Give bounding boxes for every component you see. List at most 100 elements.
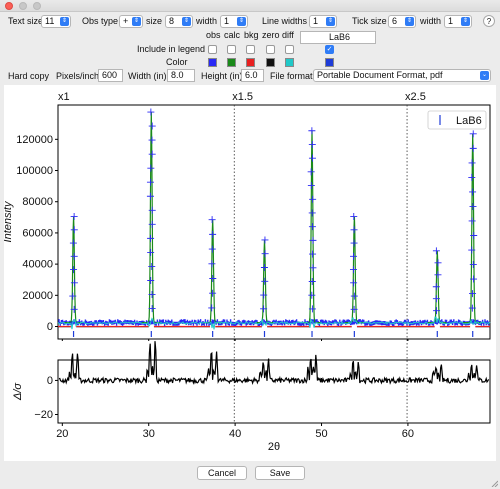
observed-point [209, 230, 217, 238]
observed-point [309, 264, 317, 272]
x-tick-label: 50 [315, 428, 327, 440]
observed-point [70, 279, 78, 287]
observed-point [308, 127, 316, 135]
close-window-button[interactable] [5, 2, 13, 10]
observed-point [469, 202, 477, 210]
diff-legend-checkbox[interactable] [285, 45, 294, 54]
hc-width-label: Width (in): [128, 71, 170, 81]
obs-width-stepper[interactable]: 1 ⇕ [220, 15, 248, 28]
observed-point [350, 226, 358, 234]
save-button[interactable]: Save [255, 466, 305, 480]
bkg-color-swatch[interactable] [246, 58, 255, 67]
stepper-arrows-icon: ⇕ [326, 17, 335, 26]
phase-legend-checkbox[interactable]: ✓ [325, 45, 334, 54]
hard-copy-label: Hard copy [8, 71, 50, 81]
hc-width-field[interactable]: 8.0 [167, 69, 195, 82]
observed-point [308, 305, 316, 313]
pixels-per-inch-field[interactable]: 600 [98, 69, 123, 82]
minimize-window-button[interactable] [19, 2, 27, 10]
observed-point [148, 136, 156, 144]
observed-point [469, 261, 477, 269]
text-size-stepper[interactable]: 11 ⇕ [41, 15, 71, 28]
observed-point [468, 159, 476, 167]
observed-point [147, 164, 155, 172]
calc-color-swatch[interactable] [227, 58, 236, 67]
observed-point [209, 289, 217, 297]
x-tick-label: 30 [143, 428, 155, 440]
diff-y-tick-label: −20 [34, 409, 53, 421]
stepper-arrows-icon: ⇕ [461, 17, 470, 26]
hc-height-field[interactable]: 6.0 [241, 69, 264, 82]
x-tick-label: 20 [56, 428, 68, 440]
col-obs-label: obs [206, 30, 221, 40]
observed-point [148, 150, 156, 158]
observed-point [309, 236, 317, 244]
plot-canvas: x1 x1.5 x2.5 0 20000 40000 60000 80000 100000 120… [2, 85, 496, 461]
zoom-window-button[interactable] [33, 2, 41, 10]
hc-height-label: Height (in): [201, 71, 246, 81]
observed-point [70, 266, 78, 274]
observed-point [469, 188, 477, 196]
tick-size-label: Tick size [352, 16, 387, 26]
peak-base-marker [148, 324, 155, 330]
bkg-legend-checkbox[interactable] [246, 45, 255, 54]
observed-point [260, 305, 268, 313]
difference-curve-cyan [57, 316, 491, 330]
line-widths-label: Line widths [262, 16, 308, 26]
zero-color-swatch[interactable] [266, 58, 275, 67]
help-icon[interactable]: ? [483, 15, 495, 27]
obs-legend-checkbox[interactable] [208, 45, 217, 54]
cancel-button[interactable]: Cancel [197, 466, 247, 480]
line-widths-stepper[interactable]: 1 ⇕ [309, 15, 337, 28]
observed-point [308, 140, 316, 148]
observed-point [350, 239, 358, 247]
peak-base-marker [434, 324, 440, 330]
observed-point [470, 232, 478, 239]
legend-label: LaB6 [456, 115, 482, 127]
tick-size-stepper[interactable]: 6 ⇕ [388, 15, 416, 28]
title-bar [0, 0, 500, 12]
calc-legend-checkbox[interactable] [227, 45, 236, 54]
main-axes-frame [57, 104, 491, 340]
obs-size-stepper[interactable]: 8 ⇕ [165, 15, 193, 28]
file-format-value: Portable Document Format, pdf [317, 70, 443, 80]
resize-grip-icon[interactable] [490, 479, 498, 487]
observed-point [70, 305, 78, 313]
observed-point [309, 195, 317, 203]
col-bkg-label: bkg [244, 30, 259, 40]
obs-width-value: 1 [224, 16, 230, 26]
legend: LaB6 [427, 110, 487, 130]
phase-color-swatch[interactable] [325, 58, 334, 67]
tick-size-value: 6 [392, 16, 398, 26]
observed-point [468, 304, 476, 312]
dropdown-arrows-icon: ⇕ [132, 17, 141, 26]
y-axis-label: Intensity [4, 200, 14, 242]
observed-point [147, 248, 155, 256]
phase-name-field[interactable]: LaB6 [300, 31, 376, 44]
color-label: Color [166, 57, 188, 67]
tick-width-stepper[interactable]: 1 ⇕ [444, 15, 472, 28]
stepper-arrows-icon: ⇕ [60, 17, 69, 26]
observed-point [261, 250, 269, 258]
file-format-select[interactable]: Portable Document Format, pdf ⌄ [313, 69, 491, 82]
obs-color-swatch[interactable] [208, 58, 217, 67]
size-label: size [146, 16, 163, 26]
observed-point [308, 209, 316, 217]
zero-legend-checkbox[interactable] [266, 45, 275, 54]
scale-region-label: x1.5 [232, 91, 253, 103]
observed-point [469, 144, 477, 152]
peak-base-marker [470, 324, 476, 330]
obs-type-select[interactable]: + ⇕ [119, 15, 143, 28]
observed-point [148, 220, 156, 228]
tick-width-value: 1 [448, 16, 454, 26]
col-diff-label: diff [282, 30, 294, 40]
observed-point [70, 226, 78, 234]
observed-point [208, 216, 216, 224]
observed-point [69, 292, 77, 300]
observed-point [147, 108, 155, 116]
diff-y-axis-label: Δ/σ [12, 383, 24, 401]
observed-point [468, 173, 476, 181]
peak-base-marker [261, 324, 268, 330]
observed-point [432, 247, 440, 255]
diff-color-swatch[interactable] [285, 58, 294, 67]
